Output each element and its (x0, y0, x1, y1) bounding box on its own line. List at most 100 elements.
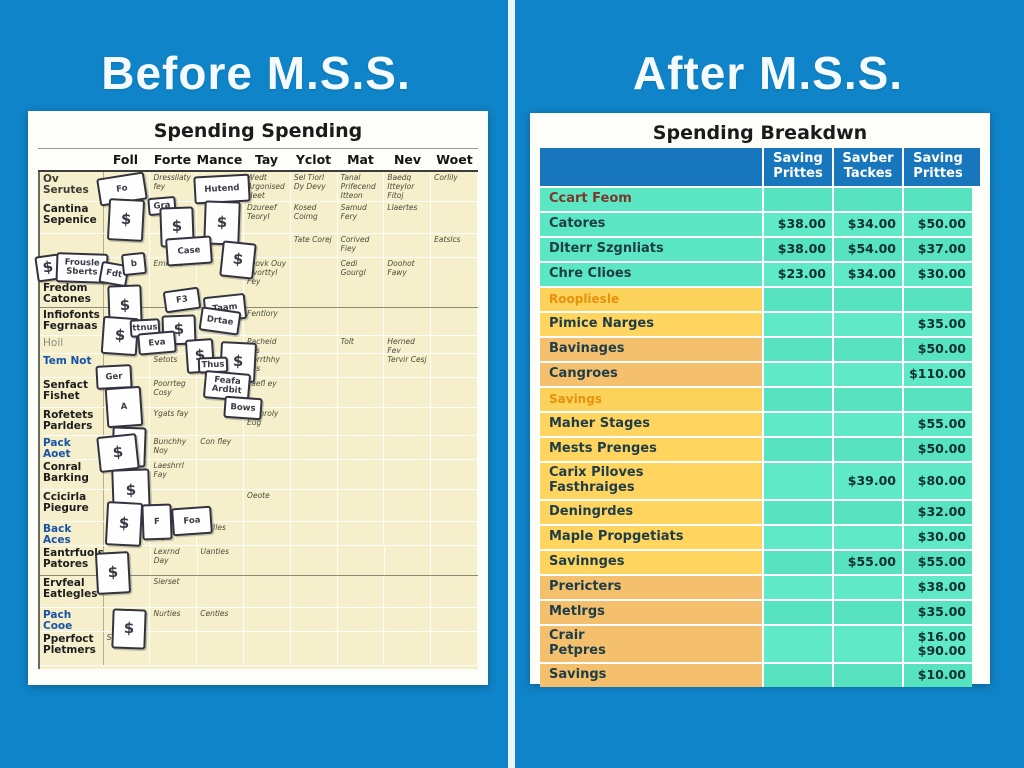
cell: Tate Corej (291, 234, 338, 257)
cell (104, 576, 151, 607)
amount-cell (762, 363, 832, 386)
cell (197, 632, 245, 665)
sticky-note: A (104, 385, 144, 429)
cell (431, 202, 478, 233)
cell: Corlily (431, 172, 478, 201)
column-header: Tay (254, 152, 279, 167)
cell (431, 608, 478, 631)
row-label: Mests Prenges (540, 438, 762, 461)
cell (338, 354, 385, 377)
cell: Ygats fay (150, 408, 198, 435)
table-row: Conral Barking Laeshrrl Fay (40, 460, 478, 490)
row-label: Ccart Feom (540, 188, 762, 211)
amount-cell: $38.00 (762, 213, 832, 236)
cell: Oeote (244, 490, 291, 521)
amount-cell: $50.00 (902, 438, 972, 461)
cell (384, 490, 432, 521)
column-header: Forte (153, 152, 192, 167)
amount-cell (762, 188, 832, 211)
table-row: Maher Stages $55.00 (540, 411, 980, 436)
row-label: Senfact Fishet (40, 378, 104, 407)
cell (338, 378, 385, 407)
amount-cell: $54.00 (832, 238, 902, 261)
cell (431, 522, 478, 545)
cell: Nurties (150, 608, 198, 631)
column-header: Mat (347, 152, 374, 167)
cell (291, 336, 338, 353)
cell (150, 632, 198, 665)
cell (197, 258, 245, 307)
cell: Dzureef Teoryl (244, 202, 291, 233)
cell (197, 202, 245, 233)
cell (104, 546, 151, 575)
cell (291, 354, 338, 377)
sticky-note: b (120, 251, 148, 277)
column-header: Nev (393, 152, 422, 167)
cell (384, 436, 432, 459)
cell: Comroly Eug (244, 408, 291, 435)
row-label: Maple Propgetiats (540, 526, 762, 549)
column-header: Saving Prittes (762, 148, 832, 186)
after-table-body: Ccart Feom Catores $38.00 $34.00 $50.00 Dlter… (540, 186, 980, 687)
table-row: Mests Prenges $50.00 (540, 436, 980, 461)
sticky-note: Hutend (193, 173, 251, 205)
amount-cell (762, 338, 832, 361)
amount-cell: $50.00 (902, 338, 972, 361)
cell (291, 258, 338, 307)
table-row: Pimice Narges $35.00 (540, 311, 980, 336)
table-row: Chre Clioes $23.00 $34.00 $30.00 (540, 261, 980, 286)
cell (291, 546, 338, 575)
sticky-note: Case (165, 235, 213, 267)
cell (244, 632, 291, 665)
cell (291, 408, 338, 435)
cell (431, 436, 478, 459)
table-row: Dlterr Szgnliats $38.00 $54.00 $37.00 (540, 236, 980, 261)
header-label-spacer (540, 148, 762, 186)
row-label: Savinnges (540, 551, 762, 574)
sticky-note: $ (106, 198, 146, 242)
cell (384, 234, 432, 257)
row-label: Pach Cooe (40, 608, 104, 632)
after-title: After M.S.S. (632, 47, 904, 99)
row-label: Conral Barking (40, 460, 104, 489)
cell (338, 546, 385, 575)
table-row: Savings $10.00 (540, 662, 980, 687)
sticky-note: Drtae (198, 306, 242, 336)
table-row: Cantina Sepenice Dzureef Teoryl Kosed Coim… (40, 202, 478, 234)
row-label: Back Aces (40, 522, 104, 546)
amount-cell (762, 576, 832, 599)
row-label: Roopliesle (540, 288, 762, 311)
amount-cell (832, 601, 902, 624)
cell (384, 608, 432, 631)
cell: Laefl ey (244, 378, 291, 407)
amount-cell (832, 501, 902, 524)
sticky-note: F (141, 503, 173, 541)
cell: Tolt (338, 336, 385, 353)
before-table-header: Foll Forte Mance Tay Yclot Mat Nev Woet (38, 148, 478, 172)
amount-cell (832, 664, 902, 687)
cell (104, 608, 151, 631)
cell (244, 460, 291, 489)
amount-cell (832, 526, 902, 549)
amount-cell: $23.00 (762, 263, 832, 286)
cell (384, 522, 432, 545)
cell (244, 546, 291, 575)
cell (104, 202, 151, 233)
cell: Poorrteg Cosy (150, 378, 198, 407)
cell (291, 608, 338, 631)
cell: Uanties (198, 546, 245, 575)
amount-cell (832, 576, 902, 599)
cell (197, 576, 245, 607)
amount-cell: $55.00 (902, 551, 972, 574)
row-label: Rofetets Parlders (40, 408, 104, 435)
row-label: Crair Petpres (540, 626, 762, 662)
table-row: Roopliesle (540, 286, 980, 311)
cell: Kosed Coimg (291, 202, 338, 233)
amount-cell: $55.00 (902, 413, 972, 436)
sticky-note: $ (219, 240, 257, 280)
cell (291, 460, 338, 489)
sticky-note: Eva (137, 330, 177, 356)
table-row: Rofetets Parlders Ygats fay Comroly Eug (40, 408, 478, 436)
amount-cell: $16.00 $90.00 (902, 626, 972, 662)
row-label: Prericters (540, 576, 762, 599)
